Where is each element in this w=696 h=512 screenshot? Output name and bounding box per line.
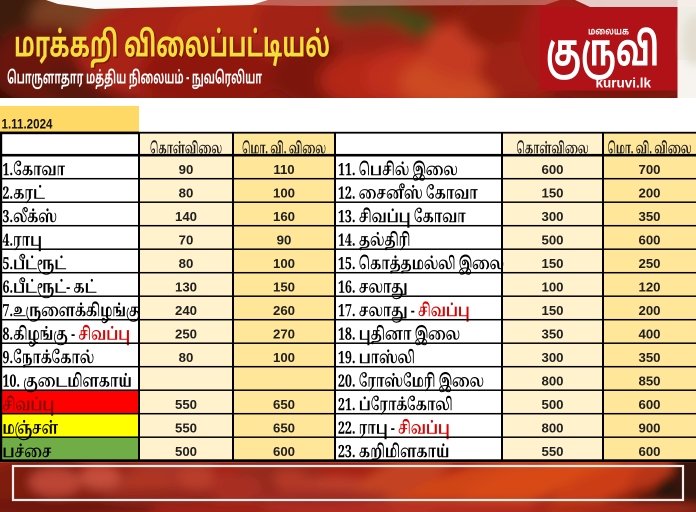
svg-text:270: 270 <box>273 327 295 342</box>
svg-text:100: 100 <box>541 280 563 295</box>
svg-text:160: 160 <box>273 209 295 224</box>
svg-text:350: 350 <box>541 327 563 342</box>
svg-text:550: 550 <box>541 444 563 459</box>
svg-text:600: 600 <box>638 233 660 248</box>
svg-text:100: 100 <box>273 256 295 271</box>
svg-text:90: 90 <box>179 162 194 177</box>
svg-text:650: 650 <box>273 421 295 436</box>
svg-text:250: 250 <box>638 256 660 271</box>
svg-text:80: 80 <box>179 350 194 365</box>
svg-text:700: 700 <box>638 162 660 177</box>
svg-text:100: 100 <box>273 186 295 201</box>
svg-text:90: 90 <box>277 233 292 248</box>
svg-text:130: 130 <box>175 280 197 295</box>
svg-text:200: 200 <box>638 186 660 201</box>
svg-text:300: 300 <box>541 209 563 224</box>
svg-text:140: 140 <box>175 209 197 224</box>
svg-text:200: 200 <box>638 303 660 318</box>
svg-text:550: 550 <box>175 397 197 412</box>
svg-text:850: 850 <box>638 374 660 389</box>
svg-text:150: 150 <box>541 256 563 271</box>
svg-text:1.11.2024: 1.11.2024 <box>2 116 53 132</box>
svg-text:70: 70 <box>179 233 194 248</box>
svg-text:80: 80 <box>179 256 194 271</box>
svg-text:400: 400 <box>638 327 660 342</box>
svg-text:120: 120 <box>638 280 660 295</box>
svg-text:300: 300 <box>541 350 563 365</box>
svg-text:260: 260 <box>273 303 295 318</box>
svg-text:900: 900 <box>638 421 660 436</box>
svg-text:600: 600 <box>638 444 660 459</box>
svg-text:550: 550 <box>175 421 197 436</box>
svg-text:150: 150 <box>541 186 563 201</box>
svg-text:800: 800 <box>541 374 563 389</box>
svg-text:500: 500 <box>175 444 197 459</box>
svg-text:600: 600 <box>541 162 563 177</box>
svg-text:600: 600 <box>273 444 295 459</box>
svg-text:800: 800 <box>541 421 563 436</box>
svg-text:350: 350 <box>638 209 660 224</box>
svg-text:150: 150 <box>541 303 563 318</box>
svg-text:80: 80 <box>179 186 194 201</box>
svg-text:650: 650 <box>273 397 295 412</box>
svg-text:350: 350 <box>638 350 660 365</box>
svg-text:250: 250 <box>175 327 197 342</box>
svg-text:600: 600 <box>638 397 660 412</box>
svg-text:500: 500 <box>541 233 563 248</box>
svg-text:100: 100 <box>273 350 295 365</box>
svg-text:500: 500 <box>541 397 563 412</box>
svg-text:110: 110 <box>273 162 294 177</box>
svg-text:240: 240 <box>175 303 197 318</box>
svg-text:150: 150 <box>273 280 295 295</box>
svg-text:kuruvi.lk: kuruvi.lk <box>595 76 651 91</box>
